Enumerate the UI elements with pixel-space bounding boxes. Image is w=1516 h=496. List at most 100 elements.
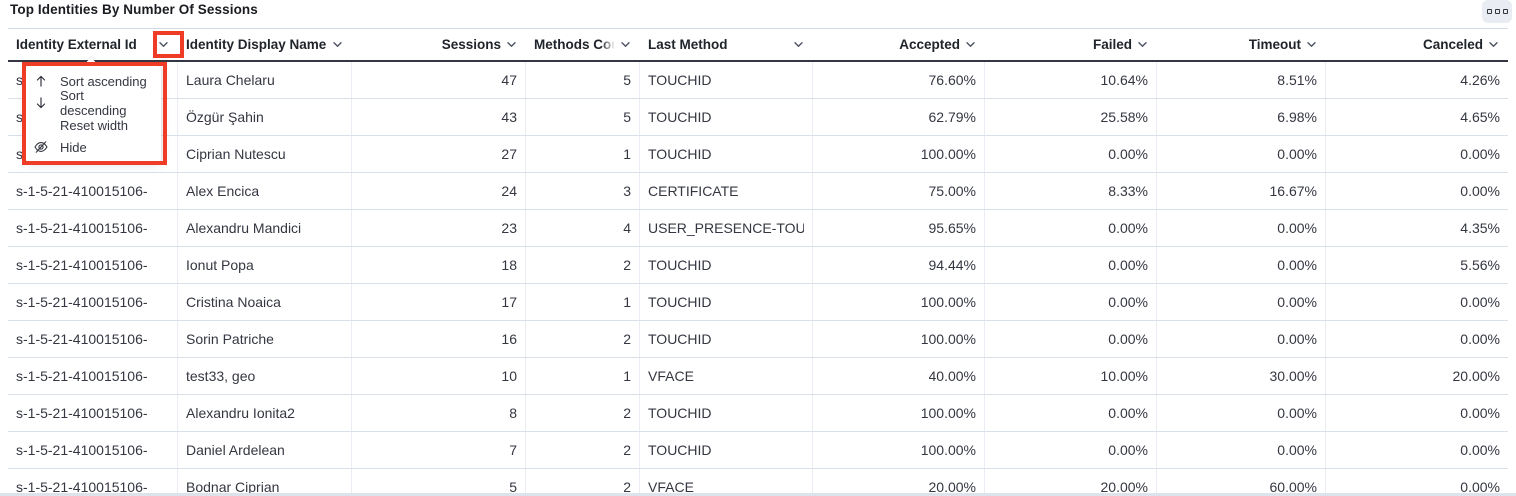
- cell-identity_external_id: s-1-5-21-410015106-: [8, 321, 178, 357]
- cell-value: 20.00%: [1452, 368, 1500, 384]
- cell-value: 4.26%: [1460, 72, 1500, 88]
- cell-failed: 20.00%: [985, 469, 1157, 496]
- cell-last_method: TOUCHID: [640, 395, 813, 431]
- cell-value: 43: [501, 109, 517, 125]
- menu-item-sort-descending[interactable]: Sort descending: [26, 88, 161, 118]
- menu-item-label: Sort ascending: [60, 73, 147, 89]
- column-header-failed[interactable]: Failed: [985, 29, 1157, 60]
- cell-value: 0.00%: [1460, 183, 1500, 199]
- cell-timeout: 16.67%: [1157, 173, 1326, 209]
- sort-ascending-icon: [33, 73, 49, 89]
- column-header-label: Sessions: [441, 37, 501, 52]
- chevron-down-icon[interactable]: [964, 38, 977, 51]
- cell-sessions: 17: [352, 284, 526, 320]
- cell-value: 18: [501, 257, 517, 273]
- column-header-label: Canceled: [1422, 37, 1483, 52]
- table-row: s-1-5-21-410015106- Cristina Noaica 17 1 TOU…: [8, 284, 1508, 321]
- chevron-down-icon[interactable]: [792, 38, 805, 51]
- cell-value: s-1-5-21-410015106-: [16, 442, 148, 458]
- chevron-down-icon[interactable]: [1487, 38, 1500, 51]
- cell-sessions: 24: [352, 173, 526, 209]
- cell-canceled: 4.35%: [1326, 210, 1508, 246]
- cell-failed: 0.00%: [985, 395, 1157, 431]
- cell-timeout: 0.00%: [1157, 321, 1326, 357]
- cell-value: s-1-5-21-410015106-: [16, 368, 148, 384]
- cell-value: 75.00%: [928, 183, 976, 199]
- column-header-sessions[interactable]: Sessions: [352, 29, 526, 60]
- cell-value: 40.00%: [928, 368, 976, 384]
- chevron-down-icon[interactable]: [1136, 38, 1149, 51]
- cell-value: 27: [501, 146, 517, 162]
- cell-value: 20.00%: [928, 479, 976, 495]
- cell-failed: 8.33%: [985, 173, 1157, 209]
- cell-value: TOUCHID: [648, 331, 712, 347]
- page-bottom-edge: [0, 493, 1516, 496]
- cell-sessions: 18: [352, 247, 526, 283]
- table-row: s-1-5-21-410015106- Daniel Ardelean 7 2 TOUC…: [8, 432, 1508, 469]
- cell-timeout: 60.00%: [1157, 469, 1326, 496]
- cell-last_method: TOUCHID: [640, 99, 813, 135]
- column-header-identity_external_id[interactable]: Identity External Id: [8, 29, 178, 60]
- menu-item-sort-ascending[interactable]: Sort ascending: [26, 70, 161, 92]
- cell-value: 4.65%: [1460, 109, 1500, 125]
- cell-sessions: 16: [352, 321, 526, 357]
- cell-value: 0.00%: [1108, 257, 1148, 273]
- cell-last_method: TOUCHID: [640, 284, 813, 320]
- cell-last_method: USER_PRESENCE-TOUC: [640, 210, 813, 246]
- cell-identity_display_name: Alex Encica: [178, 173, 352, 209]
- cell-value: TOUCHID: [648, 405, 712, 421]
- panel-options-button[interactable]: [1482, 0, 1512, 23]
- column-header-label: Last Method: [648, 37, 728, 52]
- cell-value: 5: [623, 72, 631, 88]
- cell-value: Alex Encica: [186, 183, 260, 199]
- cell-timeout: 0.00%: [1157, 284, 1326, 320]
- column-header-timeout[interactable]: Timeout: [1157, 29, 1326, 60]
- column-header-last_method[interactable]: Last Method: [640, 29, 813, 60]
- chevron-down-icon[interactable]: [331, 38, 344, 51]
- cell-canceled: 0.00%: [1326, 284, 1508, 320]
- cell-sessions: 7: [352, 432, 526, 468]
- column-header-methods_count[interactable]: Methods Count: [526, 29, 640, 60]
- table-row: s-1-5-21-410015106- Alex Encica 24 3 CERTIFI…: [8, 173, 1508, 210]
- sort-descending-icon: [33, 95, 49, 111]
- cell-value: 0.00%: [1108, 331, 1148, 347]
- cell-value: TOUCHID: [648, 257, 712, 273]
- popover-arrow: [83, 57, 99, 66]
- column-header-identity_display_name[interactable]: Identity Display Name: [178, 29, 352, 60]
- cell-value: Cristina Noaica: [186, 294, 281, 310]
- cell-value: VFACE: [648, 479, 694, 495]
- cell-methods_count: 1: [526, 358, 640, 394]
- cell-value: 2: [623, 257, 631, 273]
- menu-item-label: Sort descending: [60, 88, 127, 118]
- cell-identity_display_name: Ciprian Nutescu: [178, 136, 352, 172]
- data-grid-body: s-1-5-21-410015106-Laura Chelaru475TOUCH…: [8, 62, 1508, 496]
- cell-timeout: 8.51%: [1157, 62, 1326, 98]
- table-row: s-1-5-21-410015106- Alexandru Mandici 23 4 U…: [8, 210, 1508, 247]
- cell-last_method: CERTIFICATE: [640, 173, 813, 209]
- cell-value: 0.00%: [1108, 405, 1148, 421]
- cell-canceled: 0.00%: [1326, 395, 1508, 431]
- cell-timeout: 0.00%: [1157, 395, 1326, 431]
- cell-accepted: 76.60%: [813, 62, 985, 98]
- cell-value: 5: [623, 109, 631, 125]
- cell-methods_count: 4: [526, 210, 640, 246]
- boxes-horizontal-icon: [1502, 9, 1508, 14]
- cell-value: s-1-5-21-410015106-: [16, 294, 148, 310]
- chevron-down-icon[interactable]: [619, 38, 632, 51]
- table-row: s-1-5-21-410015106- Sorin Patriche 16 2 TOUC…: [8, 321, 1508, 358]
- chevron-down-icon[interactable]: [505, 38, 518, 51]
- chevron-down-icon[interactable]: [157, 38, 170, 51]
- menu-item-reset-width[interactable]: Reset width: [26, 114, 161, 136]
- menu-item-label: Reset width: [60, 117, 128, 133]
- cell-failed: 0.00%: [985, 210, 1157, 246]
- menu-item-hide[interactable]: Hide: [26, 136, 161, 158]
- cell-value: 100.00%: [920, 442, 976, 458]
- cell-value: 6.98%: [1277, 109, 1317, 125]
- chevron-down-icon[interactable]: [1305, 38, 1318, 51]
- cell-identity_display_name: Cristina Noaica: [178, 284, 352, 320]
- cell-identity_external_id: s-1-5-21-410015106-: [8, 284, 178, 320]
- column-header-canceled[interactable]: Canceled: [1326, 29, 1508, 60]
- column-header-accepted[interactable]: Accepted: [813, 29, 985, 60]
- table-row: s-1-5-21-410015106- test33, geo 10 1 VFACE 40…: [8, 358, 1508, 395]
- cell-value: 10.64%: [1100, 72, 1148, 88]
